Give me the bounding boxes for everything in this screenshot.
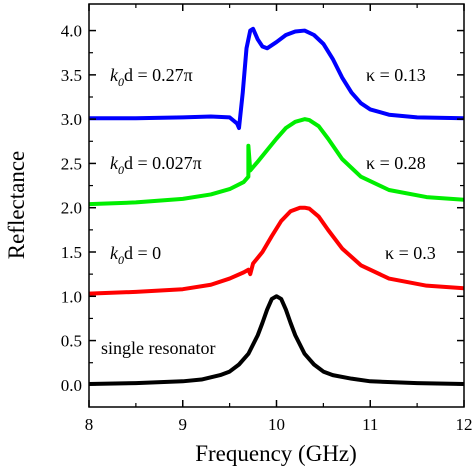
y-tick-label-4: 2.0 <box>61 199 82 218</box>
annotation-single-resonator: single resonator <box>101 338 215 358</box>
x-tick-label-0: 8 <box>85 415 94 434</box>
annotation-kappa-green: κ = 0.28 <box>366 153 426 173</box>
y-tick-label-7: 3.5 <box>61 66 82 85</box>
x-tick-label-2: 10 <box>268 415 285 434</box>
annotation-kappa-blue: κ = 0.13 <box>366 65 426 85</box>
ticks-layer <box>88 4 465 407</box>
annotation-blue-kd: k0d = 0.27π <box>110 65 193 89</box>
y-tick-label-3: 1.5 <box>61 243 82 262</box>
y-tick-label-8: 4.0 <box>61 22 82 41</box>
y-axis-title: Reflectance <box>4 151 29 260</box>
annotation-green-kd: k0d = 0.027π <box>110 153 202 177</box>
x-tick-label-4: 12 <box>456 415 473 434</box>
x-tick-label-3: 11 <box>362 415 378 434</box>
series-line-0 <box>89 294 464 386</box>
y-tick-label-2: 1.0 <box>61 287 82 306</box>
annotation-red-kd: k0d = 0 <box>110 243 161 267</box>
series-line-1 <box>89 205 464 296</box>
annotation-kappa-red: κ = 0.3 <box>385 243 436 263</box>
x-tick-label-1: 9 <box>179 415 188 434</box>
x-axis-title: Frequency (GHz) <box>195 441 357 466</box>
labels-layer: 8 9 10 11 12 0.0 0.5 1.0 1.5 2.0 2.5 3.0 3.5 4.0 <box>61 22 473 434</box>
y-tick-label-6: 3.0 <box>61 110 82 129</box>
series-line-3 <box>89 26 464 130</box>
series-layer <box>89 26 464 386</box>
y-tick-label-1: 0.5 <box>61 332 82 351</box>
y-tick-label-5: 2.5 <box>61 154 82 173</box>
series-line-2 <box>89 117 464 207</box>
y-tick-label-0: 0.0 <box>61 376 82 395</box>
